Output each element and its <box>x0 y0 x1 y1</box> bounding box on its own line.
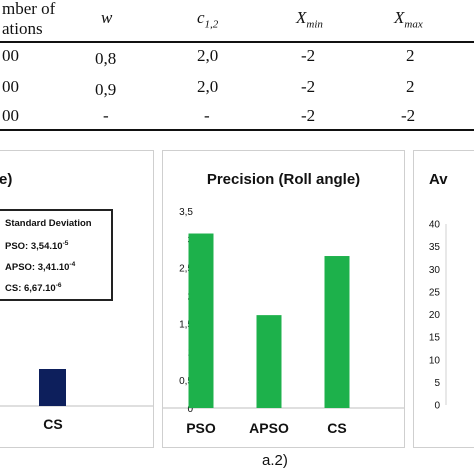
precision-bar-pso <box>188 233 214 408</box>
cell-w: 0,8 <box>95 49 117 68</box>
right-y-tick-label: 20 <box>429 310 441 321</box>
precision-y-tick-label: 1,5 <box>179 320 193 331</box>
cell-xmin: -2 <box>301 106 316 125</box>
precision-y-tick-label: 2,5 <box>179 263 193 274</box>
cell-xmax: -2 <box>401 106 416 125</box>
cell-xmax: 2 <box>406 46 415 65</box>
right-y-tick-label: 15 <box>429 333 441 344</box>
right-y-tick-label: 35 <box>429 242 441 253</box>
legend-entry-cs: CS: 6,67.10-6 <box>5 281 62 294</box>
right-y-tick-label: 25 <box>429 287 441 298</box>
header-w: w <box>101 8 113 27</box>
std-deviation-legend: Standard Deviation PSO: 3,54.10-5 APSO: … <box>0 209 113 301</box>
legend-entry-apso: APSO: 3,41.10-4 <box>5 260 76 273</box>
right-chart-panel: Av 0 5 10 15 20 25 30 35 40 <box>413 150 474 448</box>
precision-chart-panel: Precision (Roll angle) 00,511,522,533,5P… <box>162 150 405 448</box>
header-iterations-line2: ations <box>2 19 43 38</box>
header-c12: c1,2 <box>197 8 219 31</box>
legend-title: Standard Deviation <box>5 218 92 229</box>
right-chart-title: Av <box>429 171 448 188</box>
header-xmin: Xmin <box>296 8 323 31</box>
legend-entry-pso: PSO: 3,54.10-5 <box>5 239 69 252</box>
left-chart-panel: e) Standard Deviation PSO: 3,54.10-5 APS… <box>0 150 154 448</box>
cell-c12: - <box>204 106 210 125</box>
header-xmax: Xmax <box>394 8 423 31</box>
right-y-tick-label: 10 <box>429 355 441 366</box>
cell-w: 0,9 <box>95 80 117 99</box>
bar-cs <box>39 369 66 406</box>
header-iterations-line1: mber of <box>2 0 56 18</box>
cell-xmin: -2 <box>301 46 316 65</box>
left-chart-title: e) <box>0 171 13 188</box>
precision-x-tick-label: CS <box>327 420 346 436</box>
precision-x-tick-label: PSO <box>186 420 216 436</box>
precision-y-tick-label: 0,5 <box>179 376 193 387</box>
cell-iterations: 00 <box>2 106 19 125</box>
precision-bar-cs <box>324 256 350 408</box>
right-y-tick-label: 30 <box>429 265 441 276</box>
cell-xmin: -2 <box>301 77 316 96</box>
precision-x-tick-label: APSO <box>249 420 289 436</box>
figure-caption: a.2) <box>262 452 288 469</box>
right-y-tick-label: 0 <box>434 401 440 412</box>
right-y-tick-label: 5 <box>434 378 440 389</box>
cell-c12: 2,0 <box>197 77 219 96</box>
tick-label-cs: CS <box>43 416 62 432</box>
cell-xmax: 2 <box>406 77 415 96</box>
right-chart-plot: 0 5 10 15 20 25 30 35 40 <box>429 220 447 412</box>
precision-y-tick-label: 0 <box>187 404 193 415</box>
cell-c12: 2,0 <box>197 46 219 65</box>
cell-iterations: 00 <box>2 46 19 65</box>
precision-bar-apso <box>256 315 282 408</box>
table-header-rule <box>0 41 474 43</box>
cell-iterations: 00 <box>2 77 19 96</box>
precision-y-tick-label: 3,5 <box>179 207 193 218</box>
left-chart-plot: CS <box>0 369 153 432</box>
right-y-tick-label: 40 <box>429 220 441 231</box>
cell-w: - <box>103 106 109 125</box>
precision-chart-title: Precision (Roll angle) <box>206 171 361 188</box>
table-bottom-rule <box>0 129 474 131</box>
